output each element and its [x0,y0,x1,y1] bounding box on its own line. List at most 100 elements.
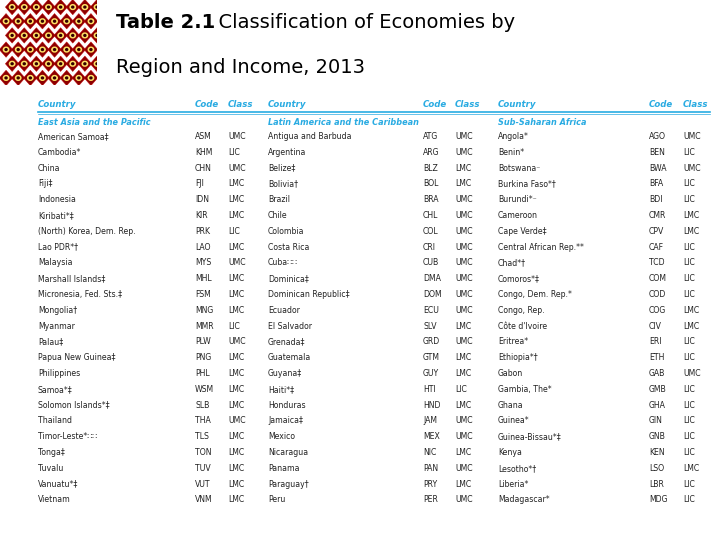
Text: TLS: TLS [195,432,209,441]
Text: LMC: LMC [228,495,244,504]
Polygon shape [60,42,73,57]
Text: GNB: GNB [649,432,666,441]
Text: Fiji‡: Fiji‡ [38,179,53,188]
Text: Guinea*: Guinea* [498,416,530,426]
Text: Marshall Islands‡: Marshall Islands‡ [38,274,105,283]
Polygon shape [17,56,31,71]
Text: DOM: DOM [423,290,441,299]
Text: COD: COD [649,290,667,299]
Text: Ghana: Ghana [498,401,523,410]
Circle shape [35,63,37,65]
Circle shape [64,19,69,24]
Text: UMC: UMC [455,195,472,204]
Text: Kiribati*‡: Kiribati*‡ [38,211,73,220]
Circle shape [70,33,76,38]
Text: LIC: LIC [683,338,695,346]
Circle shape [9,62,15,66]
Text: LMC: LMC [683,211,699,220]
Text: FJI: FJI [195,179,204,188]
Text: LBR: LBR [649,480,664,489]
Polygon shape [84,70,98,86]
Text: LIC: LIC [683,353,695,362]
Circle shape [30,21,32,22]
Text: Classification of Economies by: Classification of Economies by [206,13,515,32]
Polygon shape [42,28,55,43]
Circle shape [96,35,98,36]
Text: LMC: LMC [683,464,699,473]
Text: Argentina: Argentina [268,148,307,157]
Text: Nicaragua: Nicaragua [268,448,308,457]
Circle shape [60,6,62,8]
Circle shape [5,77,7,79]
Text: LIC: LIC [455,385,467,394]
Text: LMC: LMC [228,401,244,410]
Text: UMC: UMC [455,211,472,220]
Circle shape [66,77,68,79]
Polygon shape [78,56,91,71]
Text: ERI: ERI [649,338,662,346]
Text: Cameroon: Cameroon [498,211,538,220]
Text: LMC: LMC [455,448,472,457]
Circle shape [78,49,80,50]
Text: Brazil: Brazil [268,195,290,204]
Circle shape [96,63,98,65]
Text: Côte d'Ivoire: Côte d'Ivoire [498,322,547,330]
Circle shape [90,49,92,50]
Circle shape [94,33,99,38]
Text: LMC: LMC [228,211,244,220]
Text: LIC: LIC [683,274,695,283]
Text: Micronesia, Fed. Sts.‡: Micronesia, Fed. Sts.‡ [38,290,122,299]
Circle shape [52,76,58,80]
Circle shape [48,63,50,65]
Polygon shape [84,14,98,29]
Text: NIC: NIC [423,448,436,457]
Text: PER: PER [423,495,438,504]
Text: ATG: ATG [423,132,438,141]
Polygon shape [0,70,13,86]
Text: Paraguay†: Paraguay† [268,480,309,489]
Text: LMC: LMC [228,195,244,204]
Text: (North) Korea, Dem. Rep.: (North) Korea, Dem. Rep. [38,227,135,236]
Text: LIC: LIC [228,148,240,157]
Text: TUV: TUV [195,464,211,473]
Text: TON: TON [195,448,212,457]
Text: Colombia: Colombia [268,227,305,236]
Text: Code: Code [649,100,673,109]
Text: KIR: KIR [195,211,207,220]
Text: GTM: GTM [423,353,440,362]
Text: LMC: LMC [228,448,244,457]
Text: Gambia, The*: Gambia, The* [498,385,552,394]
Text: BRA: BRA [423,195,438,204]
Text: LMC: LMC [228,464,244,473]
Text: CIV: CIV [649,322,662,330]
Circle shape [72,6,73,8]
Circle shape [42,77,43,79]
Circle shape [35,35,37,36]
Text: LMC: LMC [228,306,244,315]
Circle shape [22,5,27,10]
Text: UMC: UMC [228,164,246,173]
Circle shape [64,47,69,52]
Text: ARG: ARG [423,148,439,157]
Circle shape [46,62,51,66]
Circle shape [9,33,15,38]
Text: Ecuador: Ecuador [268,306,300,315]
Circle shape [34,62,39,66]
Text: ETH: ETH [649,353,665,362]
Circle shape [23,63,25,65]
Text: American Samoa‡: American Samoa‡ [38,132,109,141]
Polygon shape [24,42,37,57]
Text: LMC: LMC [228,480,244,489]
Text: UMC: UMC [683,132,701,141]
Circle shape [22,62,27,66]
Text: Mongolia†: Mongolia† [38,306,77,315]
Polygon shape [12,14,25,29]
Text: Panama: Panama [268,464,300,473]
Polygon shape [48,42,61,57]
Text: Congo, Dem. Rep.*: Congo, Dem. Rep.* [498,290,572,299]
Polygon shape [36,42,49,57]
Text: WSM: WSM [195,385,214,394]
Circle shape [58,5,63,10]
Circle shape [82,62,88,66]
Text: Botswana⁻: Botswana⁻ [498,164,541,173]
